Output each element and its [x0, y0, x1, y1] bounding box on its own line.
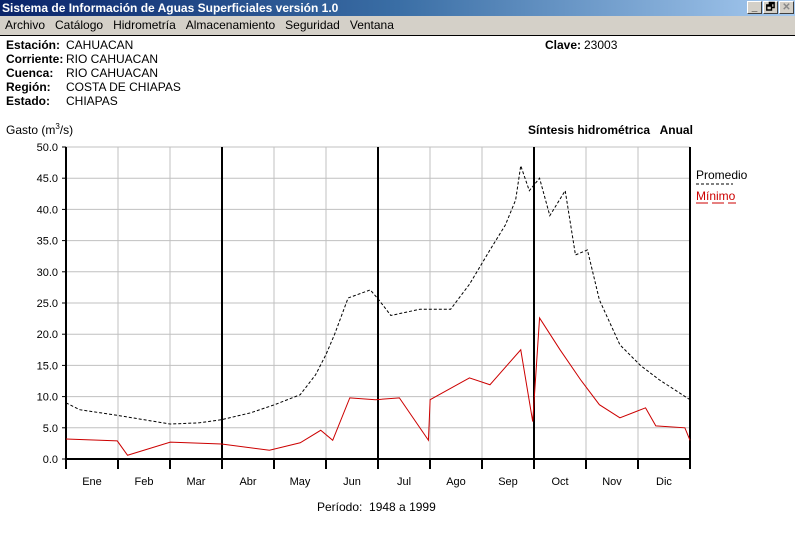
x-tick-label: May [290, 476, 311, 488]
menu-hidrometria[interactable]: Hidrometría [113, 18, 176, 32]
minimize-button[interactable]: _ [747, 1, 762, 14]
y-tick-label: 15.0 [37, 360, 58, 372]
cuenca-value: RIO CAHUACAN [66, 66, 159, 80]
menu-almacenamiento[interactable]: Almacenamiento [185, 18, 276, 32]
x-tick-label: Jul [397, 476, 411, 488]
x-tick-label: Nov [602, 476, 622, 488]
y-axis-label: Gasto (m3/s) [6, 122, 74, 137]
y-tick-label: 25.0 [37, 298, 58, 310]
estado-value: CHIAPAS [66, 94, 118, 108]
x-tick-label: Feb [135, 476, 154, 488]
menu-bar: Archivo Catálogo Hidrometría Almacenamie… [0, 16, 795, 36]
menu-catalogo[interactable]: Catálogo [55, 18, 104, 32]
chart-title: Síntesis hidrométrica Anual [528, 123, 693, 137]
x-tick-label: Mar [187, 476, 206, 488]
corriente-value: RIO CAHUACAN [66, 52, 159, 66]
y-tick-label: 40.0 [37, 204, 58, 216]
corriente-label: Corriente: [6, 52, 64, 66]
x-tick-label: Jun [343, 476, 361, 488]
estacion-value: CAHUACAN [66, 38, 134, 52]
series-minimo-line [65, 316, 691, 456]
title-bar: Sistema de Información de Aguas Superfic… [0, 0, 795, 16]
cuenca-label: Cuenca: [6, 66, 54, 80]
y-tick-label: 20.0 [37, 329, 58, 341]
x-tick-label: Dic [656, 476, 672, 488]
legend-minimo: Mínimo [696, 189, 736, 203]
y-tick-label: 35.0 [37, 236, 58, 248]
x-tick-label: Abr [239, 476, 256, 488]
menu-archivo[interactable]: Archivo [5, 18, 46, 32]
period-label: Período: 1948 a 1999 [317, 500, 436, 514]
x-tick-label: Sep [498, 476, 518, 488]
menu-seguridad[interactable]: Seguridad [285, 18, 340, 32]
clave-value: 23003 [584, 38, 618, 52]
region-label: Región: [6, 80, 51, 94]
y-tick-label: 45.0 [37, 173, 58, 185]
y-tick-label: 30.0 [37, 267, 58, 279]
x-tick-label: Oct [551, 476, 568, 488]
clave-label: Clave: [545, 38, 582, 52]
window-title: Sistema de Información de Aguas Superfic… [2, 1, 339, 15]
restore-button[interactable]: 🗗 [763, 1, 778, 14]
x-tick-label: Ago [446, 476, 466, 488]
y-tick-label: 10.0 [37, 392, 58, 404]
series-promedio-line [65, 165, 691, 425]
estado-label: Estado: [6, 94, 51, 108]
estacion-label: Estación: [6, 38, 61, 52]
y-tick-label: 0.0 [43, 454, 58, 466]
legend-promedio: Promedio [696, 168, 748, 182]
x-tick-label: Ene [82, 476, 102, 488]
region-value: COSTA DE CHIAPAS [66, 80, 181, 94]
close-button[interactable]: ✕ [779, 1, 794, 14]
y-tick-label: 5.0 [43, 423, 58, 435]
y-tick-label: 50.0 [37, 142, 58, 154]
menu-ventana[interactable]: Ventana [349, 18, 394, 32]
